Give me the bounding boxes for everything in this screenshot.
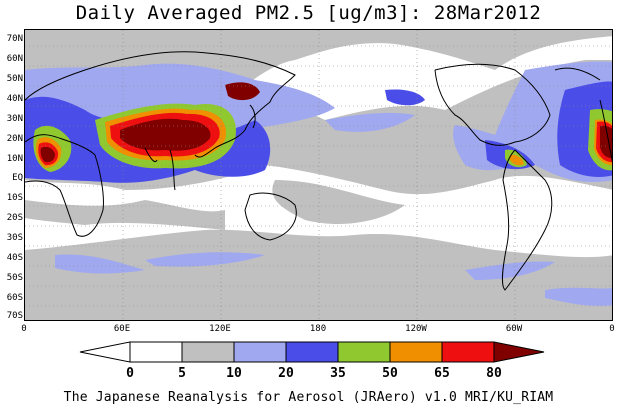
coastlines: [25, 51, 612, 291]
lon-label-0-right: 0: [609, 324, 615, 334]
lon-label-120w: 120W: [405, 324, 427, 334]
colorbar-segment-65-80: [441, 341, 495, 363]
colorbar-segments: [79, 341, 545, 363]
colorbar-arrow-left: [79, 341, 131, 363]
map-title: Daily Averaged PM2.5 [ug/m3]: 28Mar2012: [75, 2, 542, 24]
colorbar-segment-0-5: [129, 341, 183, 363]
colorbar: [79, 341, 545, 363]
lon-label-60w: 60W: [505, 324, 523, 334]
colorbar-segment-5-10: [181, 341, 235, 363]
colorbar-label-50: 50: [382, 366, 398, 381]
lat-label-eq: EQ: [12, 173, 23, 183]
lat-label-60s: 60S: [6, 293, 23, 303]
footer-credit: The Japanese Reanalysis for Aerosol (JRA…: [63, 390, 554, 405]
lon-label-60e: 60E: [113, 324, 131, 334]
pm25-map: [25, 30, 612, 320]
map-panel: [24, 29, 613, 321]
colorbar-arrow-right: [493, 341, 545, 363]
pm25-layer-darkred: [40, 82, 612, 163]
lat-label-10s: 10S: [6, 193, 23, 203]
lat-label-30n: 30N: [6, 114, 23, 124]
colorbar-label-65: 65: [434, 366, 450, 381]
lat-label-40s: 40S: [6, 253, 23, 263]
lat-label-20n: 20N: [6, 134, 23, 144]
lon-label-0-left: 0: [21, 324, 27, 334]
lat-label-70n: 70N: [6, 34, 23, 44]
map-grid: [25, 30, 612, 320]
colorbar-label-35: 35: [330, 366, 346, 381]
colorbar-label-80: 80: [486, 366, 502, 381]
lat-label-50s: 50S: [6, 273, 23, 283]
lat-label-30s: 30S: [6, 233, 23, 243]
colorbar-segment-50-65: [389, 341, 443, 363]
lat-label-50n: 50N: [6, 74, 23, 84]
colorbar-label-10: 10: [226, 366, 242, 381]
lon-label-120e: 120E: [209, 324, 231, 334]
lat-label-70s: 70S: [6, 311, 23, 321]
colorbar-segment-10-20: [233, 341, 287, 363]
lat-label-40n: 40N: [6, 94, 23, 104]
colorbar-label-5: 5: [178, 366, 186, 381]
lat-label-10n: 10N: [6, 154, 23, 164]
colorbar-label-0: 0: [126, 366, 134, 381]
lat-label-60n: 60N: [6, 54, 23, 64]
colorbar-segment-35-50: [337, 341, 391, 363]
colorbar-label-20: 20: [278, 366, 294, 381]
lat-label-20s: 20S: [6, 213, 23, 223]
colorbar-segment-20-35: [285, 341, 339, 363]
lon-label-180: 180: [309, 324, 327, 334]
